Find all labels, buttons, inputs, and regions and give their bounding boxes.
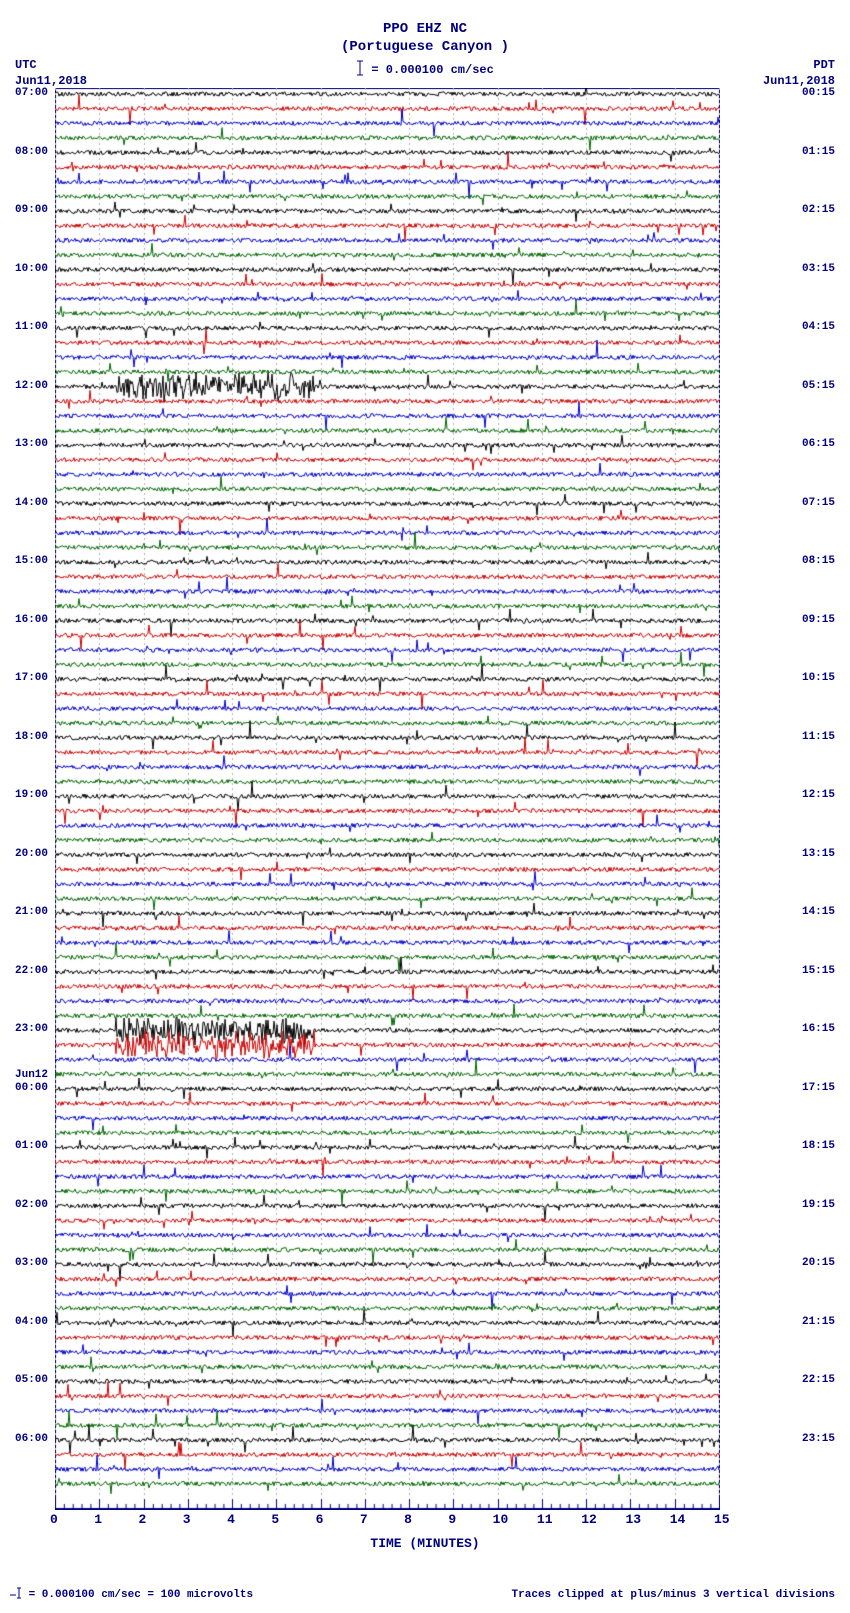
utc-label: UTC — [15, 58, 37, 72]
utc-time-label: 12:00 — [15, 380, 48, 392]
utc-time-label: 01:00 — [15, 1140, 48, 1152]
station-code: PPO EHZ NC — [0, 20, 850, 38]
pdt-time-label: 03:15 — [802, 263, 835, 275]
minute-tick: 9 — [448, 1512, 456, 1527]
title-block: PPO EHZ NC (Portuguese Canyon ) = 0.0001… — [0, 20, 850, 79]
station-location: (Portuguese Canyon ) — [0, 38, 850, 56]
footer-scale-note: = 0.000100 cm/sec = 100 microvolts — [8, 1585, 253, 1601]
minute-tick: 4 — [227, 1512, 235, 1527]
utc-time-label: 11:00 — [15, 321, 48, 333]
minute-tick: 12 — [581, 1512, 597, 1527]
x-axis-label: TIME (MINUTES) — [0, 1536, 850, 1551]
pdt-time-label: 11:15 — [802, 731, 835, 743]
pdt-time-label: 10:15 — [802, 672, 835, 684]
pdt-time-label: 05:15 — [802, 380, 835, 392]
pdt-time-label: 23:15 — [802, 1433, 835, 1445]
footer-clip-note: Traces clipped at plus/minus 3 vertical … — [512, 1589, 835, 1601]
pdt-time-label: 09:15 — [802, 614, 835, 626]
minute-tick: 14 — [670, 1512, 686, 1527]
utc-time-label: 20:00 — [15, 848, 48, 860]
pdt-time-label: 21:15 — [802, 1316, 835, 1328]
pdt-time-label: 07:15 — [802, 497, 835, 509]
pdt-time-label: 20:15 — [802, 1257, 835, 1269]
minute-tick: 0 — [50, 1512, 58, 1527]
minute-tick: 8 — [404, 1512, 412, 1527]
utc-time-label: 04:00 — [15, 1316, 48, 1328]
helicorder-plot — [55, 88, 720, 1510]
utc-time-label: 03:00 — [15, 1257, 48, 1269]
pdt-time-label: 12:15 — [802, 789, 835, 801]
utc-time-label: 08:00 — [15, 146, 48, 158]
minute-tick: 1 — [94, 1512, 102, 1527]
utc-time-label: 02:00 — [15, 1199, 48, 1211]
header: PPO EHZ NC (Portuguese Canyon ) = 0.0001… — [0, 20, 850, 79]
utc-time-label: 19:00 — [15, 789, 48, 801]
utc-time-label: 21:00 — [15, 906, 48, 918]
minute-tick: 15 — [714, 1512, 730, 1527]
pdt-time-label: 18:15 — [802, 1140, 835, 1152]
pdt-time-label: 04:15 — [802, 321, 835, 333]
minute-tick: 3 — [183, 1512, 191, 1527]
utc-time-label: 00:00 — [15, 1082, 48, 1094]
utc-time-label: 10:00 — [15, 263, 48, 275]
minute-tick: 11 — [537, 1512, 553, 1527]
utc-time-label: 18:00 — [15, 731, 48, 743]
pdt-time-label: 06:15 — [802, 438, 835, 450]
pdt-time-label: 13:15 — [802, 848, 835, 860]
pdt-time-label: 16:15 — [802, 1023, 835, 1035]
pdt-date: Jun11,2018 — [763, 74, 835, 88]
day-break-label: Jun12 — [15, 1069, 48, 1081]
utc-time-label: 07:00 — [15, 87, 48, 99]
utc-time-label: 09:00 — [15, 204, 48, 216]
minute-tick: 5 — [271, 1512, 279, 1527]
utc-time-label: 05:00 — [15, 1374, 48, 1386]
pdt-time-label: 15:15 — [802, 965, 835, 977]
pdt-time-label: 17:15 — [802, 1082, 835, 1094]
utc-time-label: 06:00 — [15, 1433, 48, 1445]
helicorder-container: PPO EHZ NC (Portuguese Canyon ) = 0.0001… — [0, 0, 850, 1613]
minute-tick: 2 — [139, 1512, 147, 1527]
pdt-time-label: 01:15 — [802, 146, 835, 158]
pdt-time-label: 08:15 — [802, 555, 835, 567]
utc-time-label: 16:00 — [15, 614, 48, 626]
utc-time-label: 15:00 — [15, 555, 48, 567]
scale-note: = 0.000100 cm/sec — [0, 60, 850, 79]
minute-tick: 7 — [360, 1512, 368, 1527]
utc-time-label: 13:00 — [15, 438, 48, 450]
utc-date: Jun11,2018 — [15, 74, 87, 88]
minute-tick: 13 — [625, 1512, 641, 1527]
pdt-time-label: 00:15 — [802, 87, 835, 99]
minute-tick: 10 — [493, 1512, 509, 1527]
pdt-time-label: 22:15 — [802, 1374, 835, 1386]
utc-time-label: 14:00 — [15, 497, 48, 509]
minute-tick: 6 — [316, 1512, 324, 1527]
utc-time-label: 17:00 — [15, 672, 48, 684]
utc-time-label: 23:00 — [15, 1023, 48, 1035]
pdt-time-label: 02:15 — [802, 204, 835, 216]
utc-time-label: 22:00 — [15, 965, 48, 977]
pdt-time-label: 14:15 — [802, 906, 835, 918]
pdt-time-label: 19:15 — [802, 1199, 835, 1211]
pdt-label: PDT — [813, 58, 835, 72]
